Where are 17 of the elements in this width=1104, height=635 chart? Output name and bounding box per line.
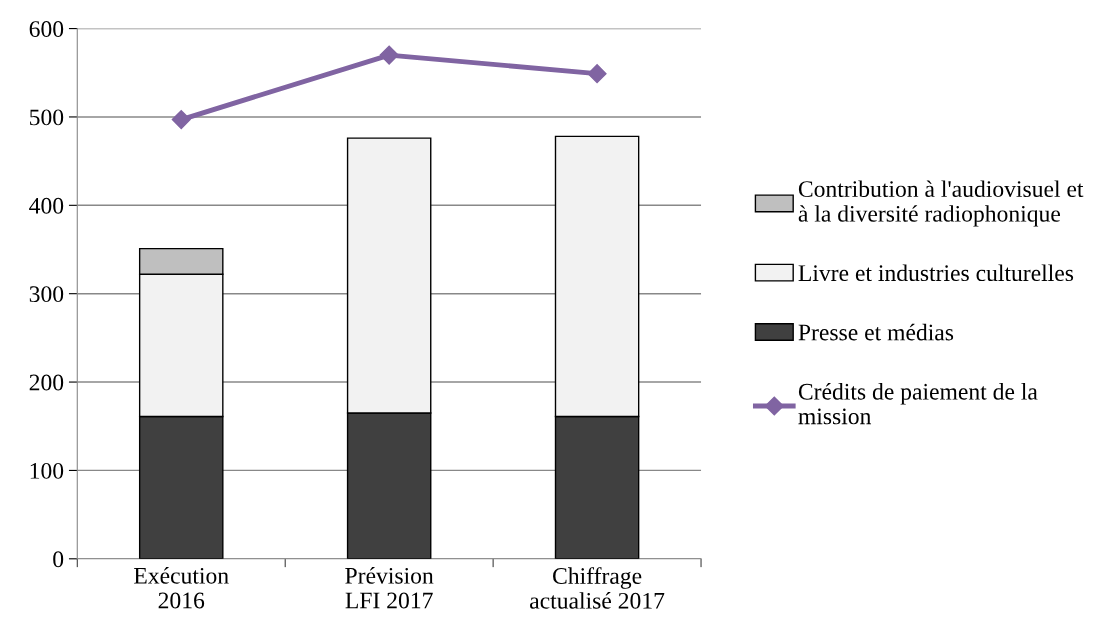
x-tick-label: Chiffrage actualisé 2017 bbox=[530, 567, 665, 609]
legend-label: Livre et industries culturelles bbox=[798, 264, 1074, 282]
y-tick-label: 500 bbox=[30, 109, 64, 126]
legend-label: Contribution à l'audiovisuel et à la diversité radiophonique bbox=[798, 180, 1084, 227]
x-tick-label: Exécution 2016 bbox=[134, 567, 229, 609]
y-tick-label: 600 bbox=[29, 21, 64, 37]
point bbox=[587, 64, 607, 84]
legend-label: Presse et médias bbox=[798, 323, 954, 341]
y-tick-label: 300 bbox=[29, 286, 64, 303]
x-tick-label: Prévision LFI 2017 bbox=[345, 567, 434, 609]
point bbox=[379, 45, 399, 65]
legend-label: Crédits de paiement de la mission bbox=[798, 383, 1038, 425]
point bbox=[171, 110, 191, 130]
y-tick-label: 0 bbox=[53, 551, 64, 568]
y-tick-label: 100 bbox=[30, 462, 64, 479]
y-tick-label: 200 bbox=[29, 374, 64, 391]
y-tick-label: 400 bbox=[29, 197, 64, 214]
